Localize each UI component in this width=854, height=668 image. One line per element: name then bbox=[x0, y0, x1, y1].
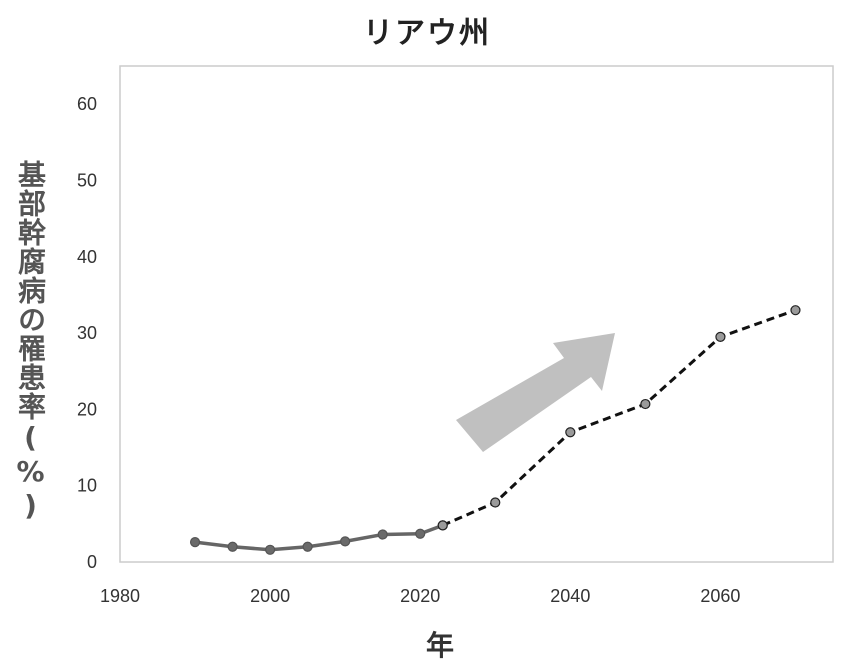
x-tick-label: 1980 bbox=[100, 586, 140, 606]
y-tick-label: 10 bbox=[77, 476, 97, 496]
observed-data-point bbox=[302, 541, 313, 552]
observed-data-point bbox=[377, 529, 388, 540]
y-tick-label: 30 bbox=[77, 323, 97, 343]
x-tick-labels: 1980 2000 2020 2040 2060 bbox=[100, 586, 740, 606]
observed-data-point bbox=[415, 528, 426, 539]
x-tick-label: 2040 bbox=[550, 586, 590, 606]
observed-data-point bbox=[265, 544, 276, 555]
y-tick-labels: 0 10 20 30 40 50 60 bbox=[77, 94, 97, 572]
x-tick-label: 2000 bbox=[250, 586, 290, 606]
observed-data-point bbox=[189, 537, 201, 548]
x-axis-label: 年 bbox=[425, 629, 454, 662]
series-layer bbox=[189, 305, 801, 555]
x-tick-label: 2020 bbox=[400, 586, 440, 606]
trend-arrow bbox=[456, 333, 615, 452]
observed-data-point bbox=[227, 541, 238, 552]
observed-data-point bbox=[340, 536, 351, 547]
projected-data-point bbox=[437, 520, 448, 531]
y-tick-label: 60 bbox=[77, 94, 97, 114]
plot-frame bbox=[119, 65, 834, 563]
projected-data-point bbox=[715, 331, 726, 342]
y-tick-label: 20 bbox=[77, 399, 97, 419]
y-axis-label: 基部幹腐病の罹患率(%) bbox=[14, 160, 47, 523]
y-tick-label: 40 bbox=[77, 247, 97, 267]
projected-data-point bbox=[565, 427, 576, 438]
projected-data-point bbox=[640, 398, 651, 410]
projected-series-line bbox=[442, 308, 796, 527]
chart-title: リアウ州 bbox=[363, 16, 491, 51]
x-tick-label: 2060 bbox=[700, 586, 740, 606]
y-tick-label: 0 bbox=[87, 552, 97, 572]
projected-data-point bbox=[790, 305, 801, 316]
y-tick-label: 50 bbox=[77, 170, 97, 190]
observed-series-line bbox=[194, 523, 444, 552]
projected-data-point bbox=[490, 497, 501, 508]
